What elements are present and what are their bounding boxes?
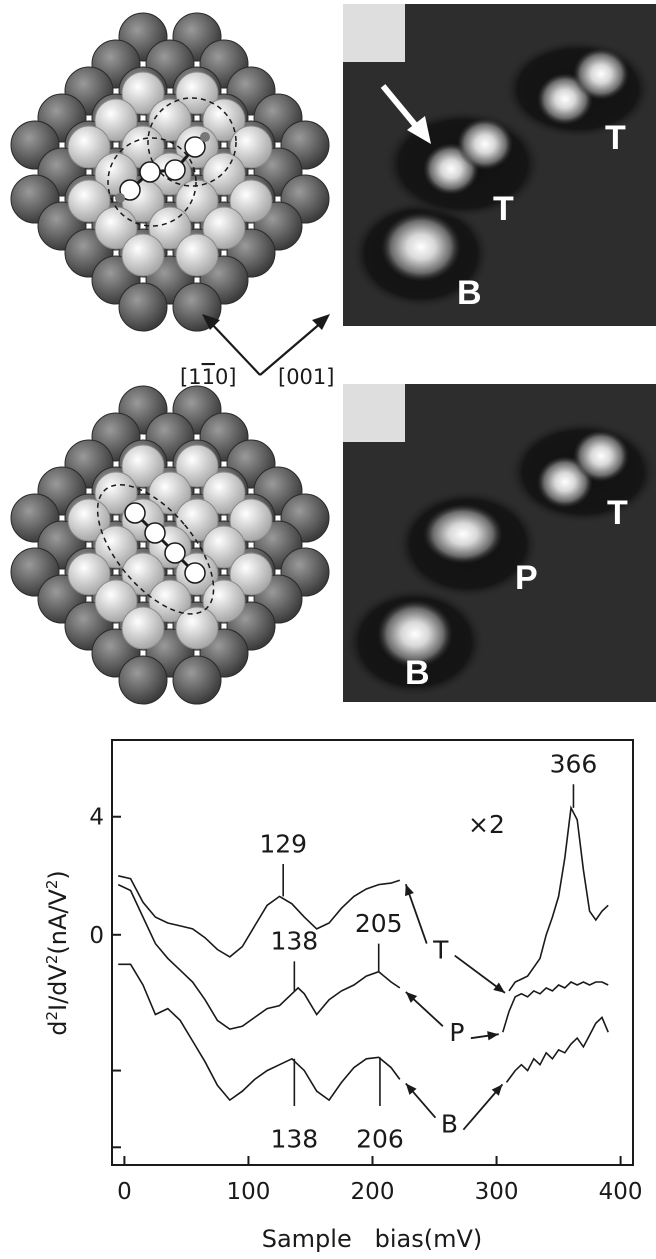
- surface-atom: [121, 606, 165, 650]
- crystal-directions: [110] [001]: [180, 314, 334, 389]
- scale-box: [343, 384, 405, 442]
- scale-box: [343, 4, 405, 62]
- label-t-right: T: [605, 119, 626, 157]
- substrate-atom: [118, 655, 168, 705]
- surface-atom: [175, 179, 219, 223]
- surface-atom: [121, 552, 165, 596]
- series-line-p-low: [117, 883, 401, 1031]
- y-axis-title: d2I/dV2(nA/V2): [43, 870, 72, 1036]
- surface-atom: [229, 552, 273, 596]
- stm-image-top: T T B: [343, 4, 656, 326]
- series-line-t-high: [508, 805, 609, 992]
- surface-atom: [175, 606, 219, 650]
- curve-arrowhead: [487, 1031, 499, 1041]
- surface-atom: [148, 471, 192, 515]
- label-p: P: [515, 559, 538, 597]
- series-line-b-low: [118, 963, 401, 1102]
- peak-label: 138: [270, 1124, 318, 1153]
- curve-arrowhead: [405, 1083, 417, 1095]
- surface-atom: [148, 206, 192, 250]
- surface-atom: [121, 444, 165, 488]
- curve-label-b: B: [441, 1110, 458, 1139]
- label-b: B: [457, 274, 482, 312]
- adsorption-model-top: [10, 12, 330, 332]
- peak-label: 205: [355, 909, 403, 938]
- surface-atom: [67, 125, 111, 169]
- surface-atom: [175, 444, 219, 488]
- surface-atom: [202, 525, 246, 569]
- scale-note: ×2: [468, 810, 505, 839]
- curve-arrowhead: [491, 1084, 503, 1096]
- surface-atom: [94, 471, 138, 515]
- series-line-b-high: [505, 1016, 609, 1083]
- x-tick-label: 400: [599, 1179, 643, 1205]
- adsorbed-molecule: [96, 484, 215, 615]
- series-line-t-low: [118, 875, 401, 958]
- peak-label: 138: [270, 927, 318, 956]
- surface-atom: [202, 206, 246, 250]
- x-axis-title: Sample bias(mV): [262, 1225, 483, 1253]
- surface-atom: [121, 233, 165, 277]
- molecule-blobs: [377, 430, 629, 668]
- surface-atom: [175, 233, 219, 277]
- curve-label-p: P: [449, 1018, 464, 1047]
- surface-atom: [67, 498, 111, 542]
- plot-frame: [111, 739, 634, 1166]
- annotations: 129 366 138 205 138 206 T P B: [259, 750, 597, 1154]
- surface-atom: [94, 98, 138, 142]
- spectra-curves: [117, 805, 609, 1102]
- surface-atom: [202, 152, 246, 196]
- stm-image-bottom: T P B: [343, 384, 656, 702]
- surface-atom: [121, 71, 165, 115]
- adsorbed-molecule: [107, 97, 237, 227]
- curve-arrowhead: [405, 991, 418, 1003]
- surface-atom: [94, 579, 138, 623]
- surface-atom: [148, 98, 192, 142]
- peak-label: 129: [259, 829, 307, 858]
- molecule-blobs: [381, 48, 629, 282]
- direction-label-001: [001]: [278, 365, 334, 389]
- adsorption-model-bottom: [10, 385, 330, 705]
- surface-atom: [67, 179, 111, 223]
- y-ticks: 40: [89, 805, 121, 1149]
- substrate-atom: [172, 655, 222, 705]
- x-tick-label: 100: [226, 1179, 270, 1205]
- direction-label-1-10: [110]: [180, 365, 237, 389]
- x-tick-label: 0: [117, 1179, 132, 1205]
- peak-label: 366: [550, 750, 598, 779]
- curve-arrowhead: [493, 982, 505, 993]
- label-t-middle: T: [493, 190, 514, 228]
- surface-atom: [175, 71, 219, 115]
- surface-atom: [229, 498, 273, 542]
- peak-label: 206: [356, 1124, 404, 1153]
- curve-arrowhead: [405, 884, 414, 897]
- surface-atom: [229, 125, 273, 169]
- surface-atom: [67, 552, 111, 596]
- series-line-p-high: [502, 981, 609, 1033]
- x-tick-label: 200: [351, 1179, 395, 1205]
- curve-label-t: T: [432, 936, 449, 965]
- label-b: B: [405, 654, 430, 692]
- pointer-arrow: [380, 84, 431, 144]
- label-t: T: [607, 494, 628, 532]
- surface-atom: [148, 579, 192, 623]
- substrate-atom: [118, 282, 168, 332]
- surface-atom: [94, 525, 138, 569]
- x-tick-label: 300: [475, 1179, 519, 1205]
- y-tick-label: 4: [89, 805, 104, 831]
- y-tick-label: 0: [89, 923, 104, 949]
- surface-atom: [202, 471, 246, 515]
- surface-atom: [229, 179, 273, 223]
- x-ticks: 0 100 200 300 400: [117, 1156, 643, 1205]
